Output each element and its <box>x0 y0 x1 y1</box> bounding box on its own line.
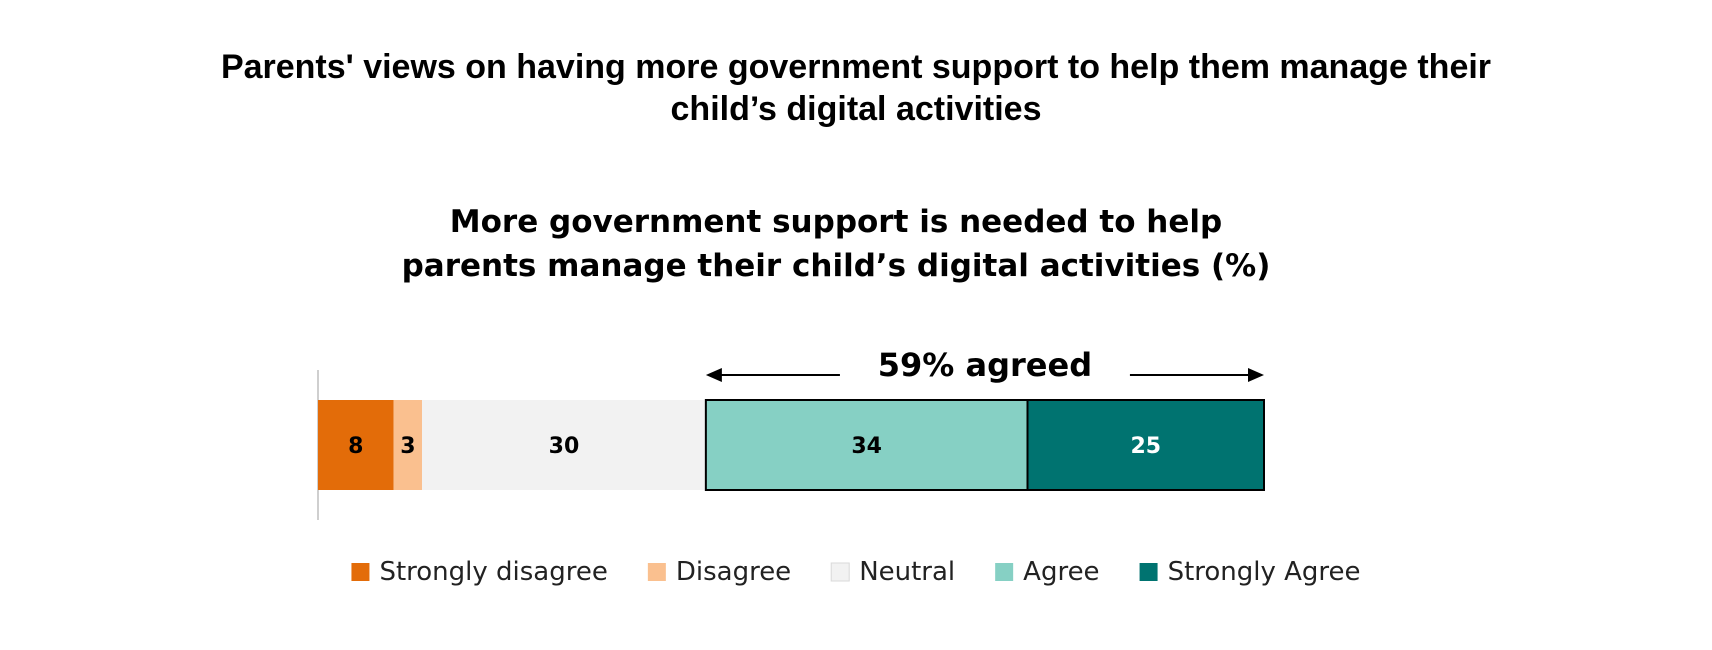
chart-title-line-1: More government support is needed to hel… <box>450 204 1222 240</box>
agreed-annotation: 59% agreed <box>705 346 1264 384</box>
legend-swatch-neutral <box>830 562 850 582</box>
data-label-neutral: 30 <box>549 434 580 459</box>
legend-label-disagree: Disagree <box>676 557 791 587</box>
data-label-disagree: 3 <box>400 434 415 459</box>
legend-label-strongly-disagree: Strongly disagree <box>379 557 607 587</box>
legend: Strongly disagree Disagree Neutral Agree Str… <box>351 557 1361 587</box>
legend-label-agree: Agree <box>1023 557 1099 587</box>
legend-item-agree: Agree <box>995 557 1100 587</box>
annotation-text: 59% agreed <box>878 346 1092 384</box>
arrow-left-icon <box>705 368 722 382</box>
bar-segment-neutral <box>422 400 706 490</box>
data-label-agree: 34 <box>851 434 882 459</box>
legend-item-strongly-disagree: Strongly disagree <box>351 557 608 587</box>
legend-swatch-strongly-disagree <box>351 563 370 581</box>
legend-swatch-agree <box>995 563 1014 581</box>
bar-segment-strongly-disagree <box>318 400 394 490</box>
data-label-strongly-disagree: 8 <box>348 434 363 459</box>
bar-segment-disagree <box>393 400 423 490</box>
arrow-right-icon <box>1248 368 1264 382</box>
legend-item-strongly-agree: Strongly Agree <box>1139 557 1361 587</box>
data-label-strongly-agree: 25 <box>1130 434 1161 459</box>
page-title-line-1: Parents' views on having more government… <box>220 48 1492 86</box>
legend-label-strongly-agree: Strongly Agree <box>1168 557 1361 587</box>
page-title: Parents' views on having more government… <box>0 46 1712 130</box>
bar-segment-agree <box>704 399 1029 491</box>
legend-item-neutral: Neutral <box>830 557 955 587</box>
legend-label-neutral: Neutral <box>859 557 955 587</box>
legend-item-disagree: Disagree <box>647 557 791 587</box>
page-title-line-2: child’s digital activities <box>670 90 1042 128</box>
legend-swatch-strongly-agree <box>1139 563 1158 581</box>
bar-segments: 8 3 30 34 25 <box>317 370 1265 520</box>
legend-swatch-disagree <box>647 563 666 581</box>
bar-segment-strongly-agree <box>1026 399 1265 491</box>
chart-title-line-2: parents manage their child’s digital act… <box>402 248 1271 284</box>
